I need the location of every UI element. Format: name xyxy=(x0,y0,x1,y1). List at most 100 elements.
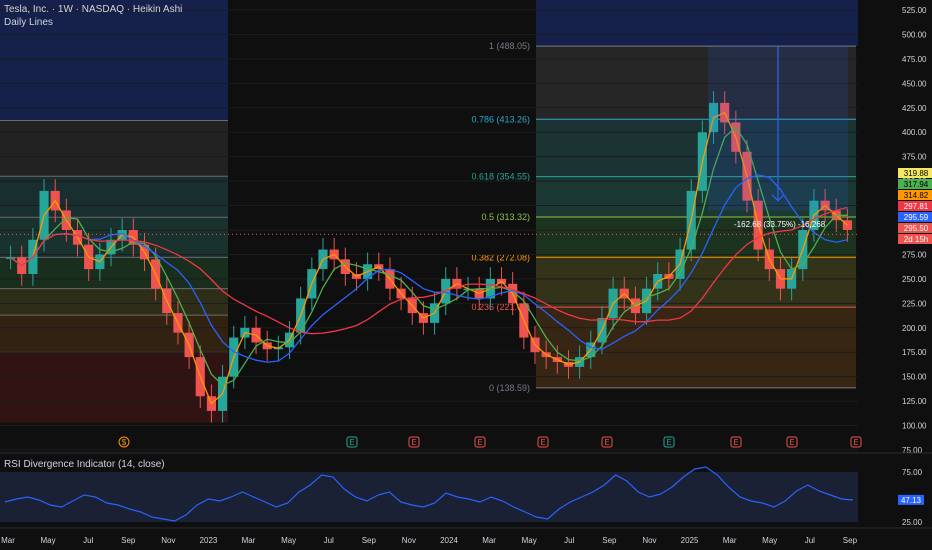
price-label-text: 295.59 xyxy=(904,213,929,222)
ma-long-line[interactable] xyxy=(10,206,848,335)
fib-level-label: 0.618 (354.55) xyxy=(471,172,530,182)
fib-left-zone xyxy=(0,288,228,316)
ma-fast-line[interactable] xyxy=(10,111,848,405)
event-marker: E xyxy=(853,438,858,447)
fib-left-zone xyxy=(0,352,228,423)
earnings-icon[interactable] xyxy=(663,436,675,448)
rsi-value-badge xyxy=(898,494,924,505)
price-label-text: 319.88 xyxy=(904,169,929,178)
rsi-title: RSI Divergence Indicator (14, close) xyxy=(4,459,165,470)
x-tick-label: Sep xyxy=(843,536,858,545)
earnings-icon[interactable] xyxy=(346,436,358,448)
x-tick-label: Mar xyxy=(242,536,256,545)
event-marker: E xyxy=(349,438,354,447)
price-label-badge xyxy=(898,223,932,233)
x-tick-label: Mar xyxy=(723,536,737,545)
price-label-badge xyxy=(898,212,932,222)
y-tick-label: 150.00 xyxy=(902,373,927,382)
fib-left-zone xyxy=(0,176,228,218)
y-tick-label: 100.00 xyxy=(902,422,927,431)
dividend-icon[interactable] xyxy=(118,436,130,448)
ma-slow-line[interactable] xyxy=(10,174,848,363)
fib-right-zone xyxy=(536,46,856,120)
rsi-line[interactable] xyxy=(4,466,854,522)
y-tick-label: 425.00 xyxy=(902,104,927,113)
y-tick-label: 275.00 xyxy=(902,250,927,259)
event-marker: E xyxy=(789,438,794,447)
event-marker: E xyxy=(477,438,482,447)
y-tick-label: 125.00 xyxy=(902,397,927,406)
price-label-text: 2d 15h xyxy=(904,235,928,244)
rsi-value-label: 47.13 xyxy=(901,496,922,505)
event-marker: E xyxy=(666,438,671,447)
y-tick-label: 500.00 xyxy=(902,30,927,39)
fib-level-label: 0.236 (221.06) xyxy=(471,302,530,312)
study-label[interactable]: Daily Lines xyxy=(4,17,53,28)
x-tick-label: May xyxy=(522,536,537,545)
x-tick-label: Jul xyxy=(564,536,574,545)
x-tick-label: Sep xyxy=(602,536,617,545)
rsi-band xyxy=(0,472,858,522)
x-tick-label: Nov xyxy=(161,536,175,545)
fib-level-label: 0.786 (413.26) xyxy=(471,114,530,124)
x-tick-label: May xyxy=(762,536,777,545)
x-tick-label: Mar xyxy=(482,536,496,545)
candle-body[interactable] xyxy=(842,220,852,230)
x-tick-label: Sep xyxy=(121,536,136,545)
y-tick-label: 175.00 xyxy=(902,348,927,357)
earnings-icon[interactable] xyxy=(408,436,420,448)
y-tick-label: 525.00 xyxy=(902,6,927,15)
earnings-icon[interactable] xyxy=(474,436,486,448)
price-label-badge xyxy=(898,179,932,189)
measure-label: -162.68 (33.75%) -16,268 xyxy=(734,220,826,229)
earnings-icon[interactable] xyxy=(850,436,862,448)
y-tick-label: 475.00 xyxy=(902,55,927,64)
price-label-badge xyxy=(898,168,932,178)
fib-level-label: 0.5 (313.32) xyxy=(481,212,530,222)
rsi-y-tick: 25.00 xyxy=(902,518,923,527)
fib-left-zone xyxy=(0,120,228,177)
x-tick-label: Sep xyxy=(362,536,377,545)
event-marker: E xyxy=(540,438,545,447)
fib-level-label: 0.382 (272.08) xyxy=(471,252,530,262)
x-tick-label: Jul xyxy=(324,536,334,545)
y-tick-label: 375.00 xyxy=(902,153,927,162)
price-label-text: 295.50 xyxy=(904,224,929,233)
x-tick-label: 2024 xyxy=(440,536,458,545)
fib-right-zone xyxy=(536,119,856,177)
event-marker: E xyxy=(411,438,416,447)
fib-right-zone-top xyxy=(536,0,858,47)
price-label-text: 317.94 xyxy=(904,180,929,189)
y-tick-label: 75.00 xyxy=(902,446,923,455)
y-tick-label: 225.00 xyxy=(902,299,927,308)
earnings-icon[interactable] xyxy=(730,436,742,448)
event-marker: E xyxy=(733,438,738,447)
x-tick-label: May xyxy=(281,536,296,545)
price-label-badge xyxy=(898,234,932,244)
y-tick-label: 450.00 xyxy=(902,79,927,88)
x-tick-label: Jul xyxy=(805,536,815,545)
rsi-y-tick: 75.00 xyxy=(902,468,923,477)
y-tick-label: 200.00 xyxy=(902,324,927,333)
x-tick-label: 2025 xyxy=(681,536,699,545)
price-label-badge xyxy=(898,201,932,211)
x-tick-label: May xyxy=(41,536,56,545)
fib-level-label: 0 (138.59) xyxy=(489,383,530,393)
earnings-icon[interactable] xyxy=(537,436,549,448)
x-tick-label: 2023 xyxy=(200,536,218,545)
symbol-title[interactable]: Tesla, Inc. · 1W · NASDAQ · Heikin Ashi xyxy=(4,4,183,15)
earnings-icon[interactable] xyxy=(601,436,613,448)
price-label-text: 297.81 xyxy=(904,202,929,211)
measure-arrow-head xyxy=(771,194,785,202)
x-tick-label: Mar xyxy=(1,536,15,545)
fib-level-label: 1 (488.05) xyxy=(489,41,530,51)
fib-left-zone-top xyxy=(0,0,228,121)
event-marker: $ xyxy=(122,438,127,447)
x-tick-label: Nov xyxy=(402,536,416,545)
y-tick-label: 400.00 xyxy=(902,128,927,137)
earnings-icon[interactable] xyxy=(786,436,798,448)
price-label-badge xyxy=(898,190,932,200)
x-tick-label: Nov xyxy=(642,536,656,545)
